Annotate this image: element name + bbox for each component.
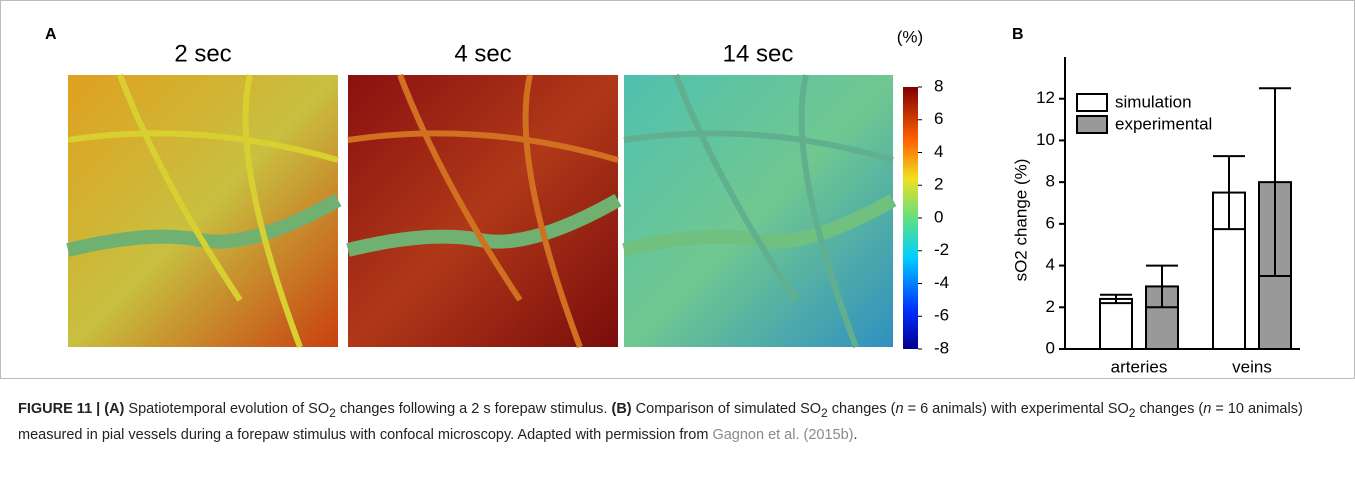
caption-label: (B) bbox=[612, 401, 632, 417]
colorbar-tick-label: -8 bbox=[934, 338, 949, 357]
panel-label: A bbox=[45, 26, 57, 43]
image-title: 14 sec bbox=[723, 40, 794, 67]
y-axis-label: sO2 change (%) bbox=[1011, 159, 1030, 282]
bar bbox=[1100, 299, 1132, 349]
image-title: 4 sec bbox=[454, 40, 511, 67]
legend-swatch bbox=[1077, 94, 1107, 111]
citation-link[interactable]: Gagnon et al. (2015b) bbox=[712, 427, 853, 443]
figure: A 2 sec 4 sec 14 sec (%) 8 6 4 2 0 -2 -4 -6 -8 B… bbox=[0, 0, 1355, 380]
caption-text: Comparison of simulated SO bbox=[632, 401, 821, 417]
image-1 bbox=[68, 75, 338, 347]
y-tick-label: 12 bbox=[1036, 88, 1055, 107]
caption-sub: 2 bbox=[1129, 406, 1136, 420]
caption-italic: n bbox=[895, 401, 903, 417]
y-tick-label: 10 bbox=[1036, 130, 1055, 149]
y-tick-label: 0 bbox=[1046, 338, 1055, 357]
y-tick-label: 8 bbox=[1046, 172, 1055, 191]
caption-label: FIGURE 11 | (A) bbox=[18, 401, 124, 417]
caption-text: changes ( bbox=[1136, 401, 1204, 417]
legend-label: simulation bbox=[1115, 92, 1192, 111]
y-tick-label: 2 bbox=[1046, 297, 1055, 316]
y-tick-label: 4 bbox=[1046, 255, 1055, 274]
legend-label: experimental bbox=[1115, 114, 1212, 133]
legend-swatch bbox=[1077, 116, 1107, 133]
bar-chart: 0 2 4 6 8 10 12 arteries veins simulation experime… bbox=[1036, 57, 1300, 376]
colorbar-tick-label: 4 bbox=[934, 142, 943, 161]
image-3 bbox=[624, 75, 893, 347]
caption-text: Spatiotemporal evolution of SO bbox=[124, 401, 329, 417]
colorbar-tick-label: 8 bbox=[934, 76, 943, 95]
colorbar-unit: (%) bbox=[897, 27, 923, 46]
caption-text: changes following a 2 s forepaw stimulus… bbox=[336, 401, 612, 417]
caption-sub: 2 bbox=[821, 406, 828, 420]
caption-text: . bbox=[854, 427, 858, 443]
image-2 bbox=[348, 75, 618, 347]
colorbar-tick-label: 2 bbox=[934, 175, 943, 194]
colorbar-tick-label: -6 bbox=[934, 306, 949, 325]
x-tick-label: arteries bbox=[1111, 357, 1168, 376]
colorbar-tick-label: -4 bbox=[934, 273, 949, 292]
caption-text: changes ( bbox=[828, 401, 896, 417]
panel-label: B bbox=[1012, 26, 1024, 43]
caption-text: = 6 animals) with experimental SO bbox=[904, 401, 1129, 417]
colorbar-ticks: 8 6 4 2 0 -2 -4 -6 -8 bbox=[918, 76, 949, 357]
page: A 2 sec 4 sec 14 sec (%) 8 6 4 2 0 -2 -4 -6 -8 B… bbox=[0, 0, 1355, 492]
caption-sub: 2 bbox=[329, 406, 336, 420]
image-title: 2 sec bbox=[174, 40, 231, 67]
y-tick-label: 6 bbox=[1046, 213, 1055, 232]
caption: FIGURE 11 | (A) Spatiotemporal evolution… bbox=[18, 398, 1338, 446]
x-tick-label: veins bbox=[1232, 357, 1272, 376]
colorbar-tick-label: -2 bbox=[934, 240, 949, 259]
colorbar bbox=[903, 87, 918, 349]
colorbar-tick-label: 6 bbox=[934, 109, 943, 128]
colorbar-tick-label: 0 bbox=[934, 207, 943, 226]
